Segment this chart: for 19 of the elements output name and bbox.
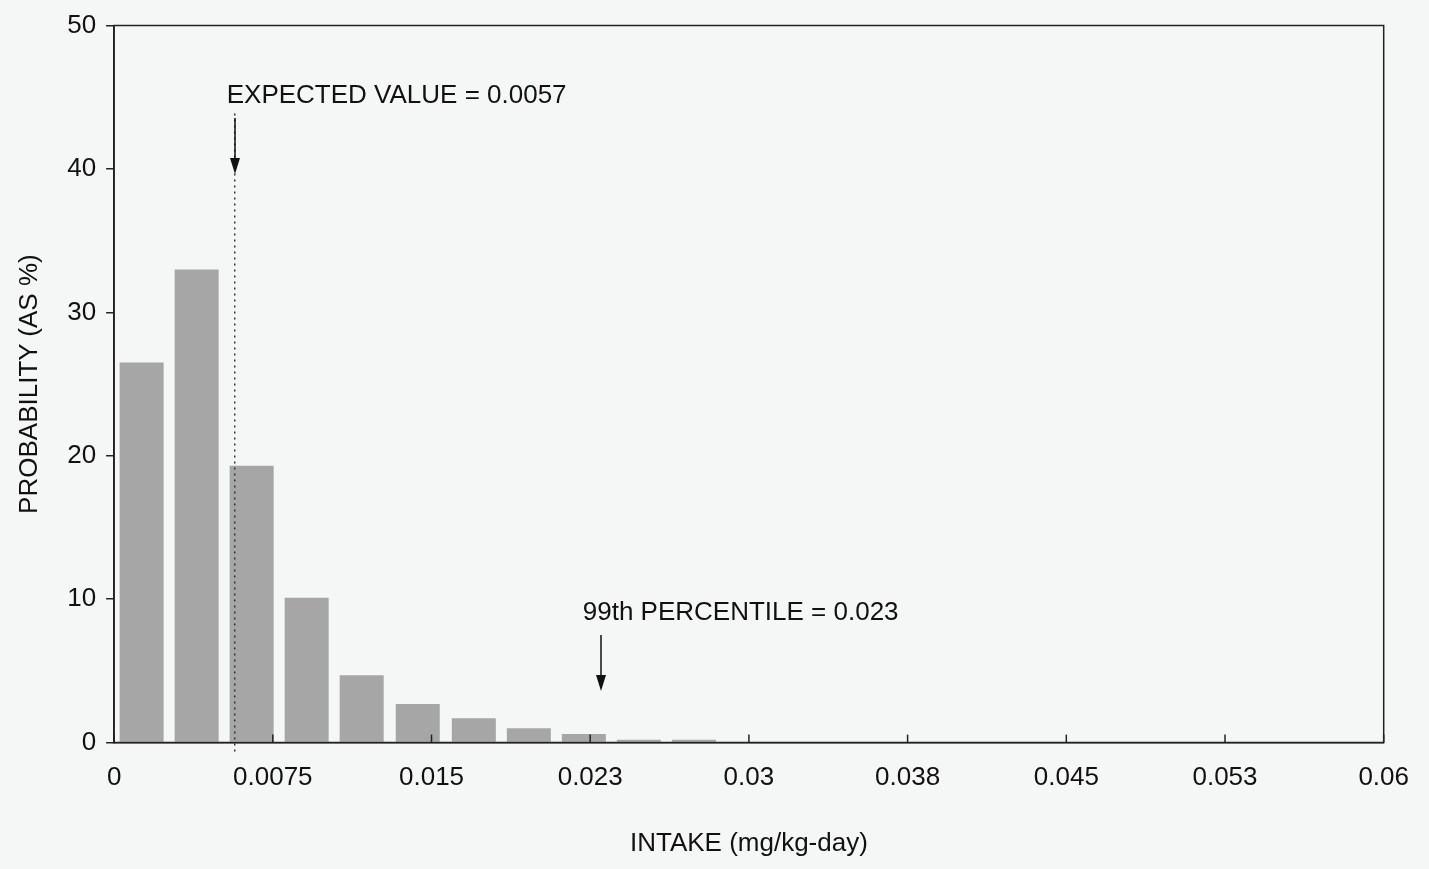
x-tick-label: 0.03	[723, 761, 775, 792]
x-tick-label: 0.0075	[233, 761, 313, 792]
x-axis-title: INTAKE (mg/kg-day)	[629, 826, 868, 857]
y-tick-label: 0	[81, 725, 97, 756]
x-tick-label: 0.038	[875, 761, 941, 792]
x-tick-label: 0.015	[398, 761, 465, 792]
x-tick-label: 0.053	[1192, 761, 1258, 792]
ref-line-label: EXPECTED VALUE = 0.0057	[226, 78, 567, 109]
y-tick-label: 40	[67, 152, 97, 183]
y-axis-title: PROBABILITY (AS %)	[12, 254, 43, 514]
x-tick-label: 0.023	[557, 761, 623, 792]
y-tick-label: 50	[67, 8, 97, 39]
x-tick-label: 0.06	[1358, 761, 1409, 792]
y-tick-label: 20	[67, 438, 97, 469]
ref-line-label: 99th PERCENTILE = 0.023	[582, 595, 899, 626]
y-tick-label: 30	[67, 295, 97, 326]
x-tick-label: 0	[106, 761, 122, 792]
y-tick-label: 10	[67, 582, 97, 613]
x-tick-label: 0.045	[1033, 761, 1099, 792]
